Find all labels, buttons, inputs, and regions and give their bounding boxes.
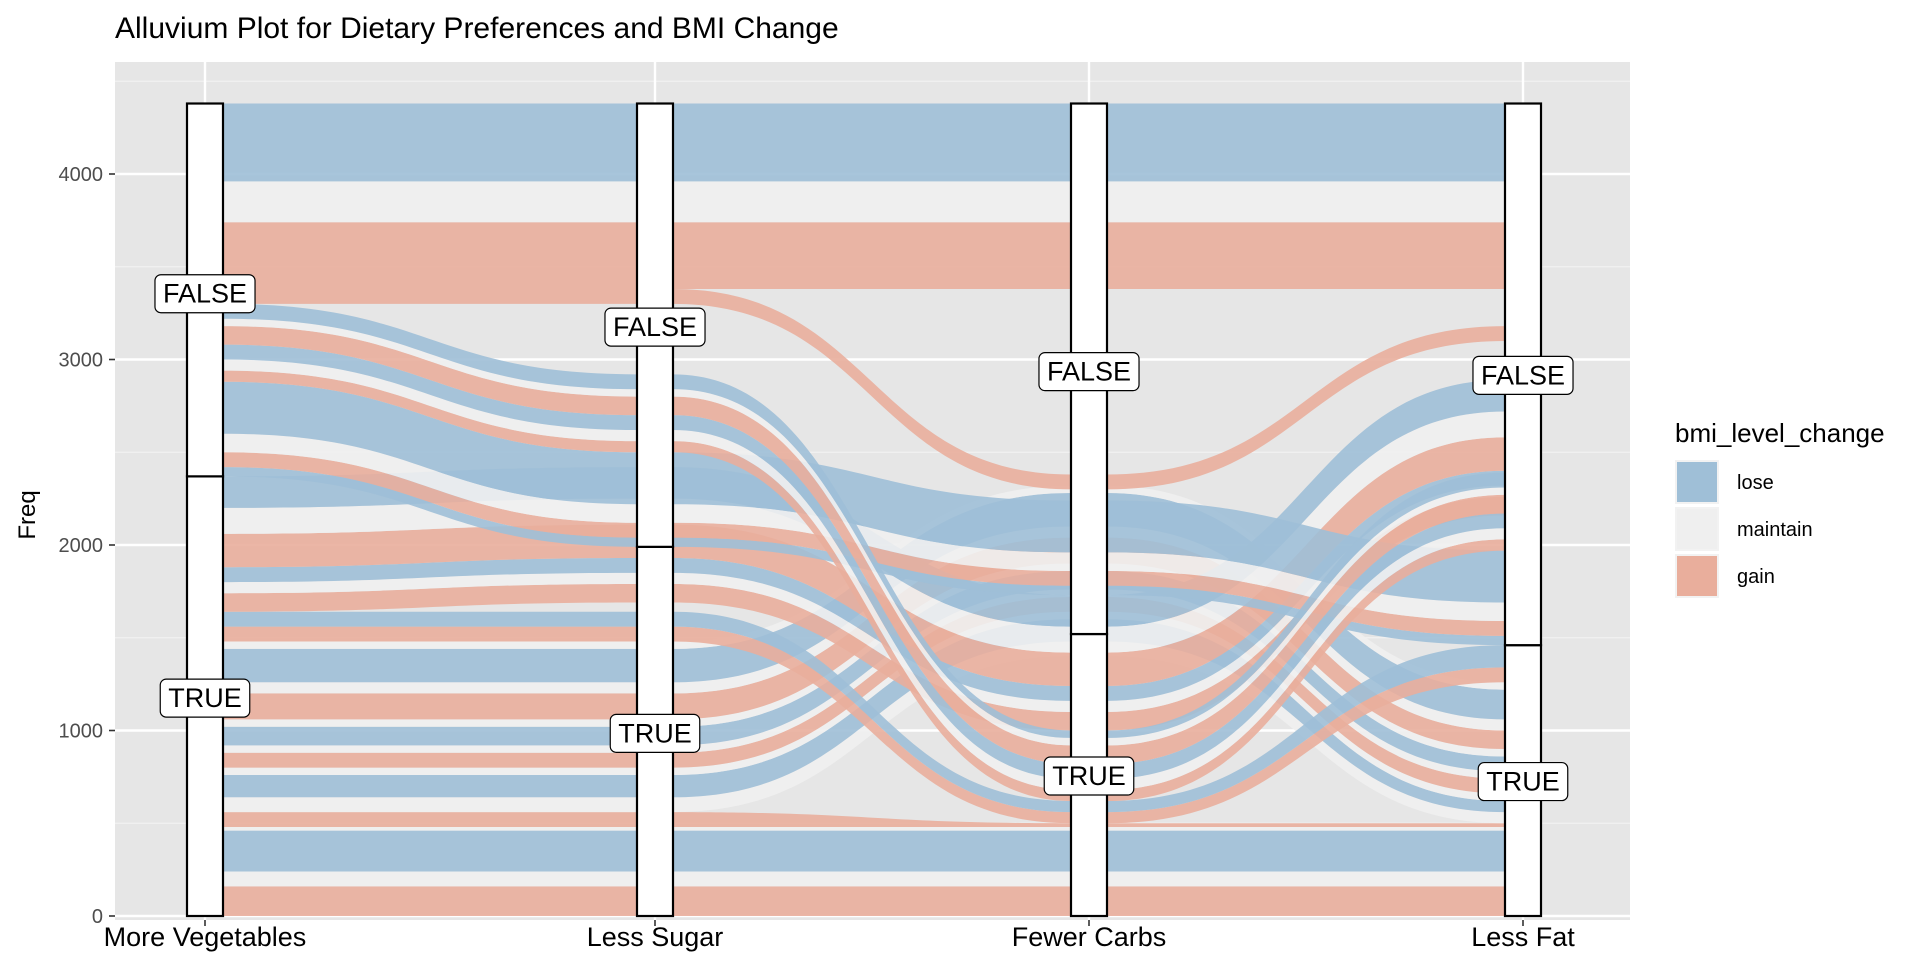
- x-tick-label: Less Sugar: [587, 922, 724, 952]
- flow-maintain: [187, 826, 1541, 831]
- stratum-label-box: [1472, 355, 1574, 395]
- y-tick-label: 3000: [59, 350, 104, 372]
- y-axis-title: Freq: [14, 490, 41, 539]
- stratum-label-text: FALSE: [613, 312, 697, 342]
- flow-gain: [187, 812, 1541, 827]
- stratum-label: FALSE: [1038, 352, 1140, 392]
- stratum-label-box: [604, 307, 706, 347]
- stratum-label-box: [1477, 761, 1569, 802]
- stratum-label-box: [609, 713, 701, 753]
- stratum-label-box: [159, 678, 251, 718]
- flow-gain: [187, 886, 1541, 916]
- legend-label-maintain: maintain: [1737, 519, 1813, 541]
- flow-lose: [187, 830, 1541, 872]
- x-tick-label: Less Fat: [1471, 922, 1575, 952]
- flow-lose: [187, 103, 1541, 182]
- y-axis: 0 1000 2000 3000 4000: [59, 164, 115, 928]
- stratum-label-box: [154, 274, 256, 314]
- flow-gain: [187, 596, 1541, 794]
- legend-swatch-lose: [1677, 462, 1717, 502]
- legend-label-lose: lose: [1737, 472, 1774, 494]
- y-tick-label: 4000: [59, 164, 104, 186]
- stratum-label: TRUE: [1043, 756, 1135, 796]
- legend: bmi_level_change lose maintain gain: [1675, 418, 1885, 598]
- flow-gain: [187, 626, 1541, 824]
- flow-maintain: [187, 871, 1541, 887]
- y-tick-label: 2000: [59, 535, 104, 557]
- flow-maintain: [187, 526, 1541, 731]
- stratum-label: FALSE: [154, 274, 256, 314]
- legend-swatch-gain: [1677, 556, 1717, 596]
- flow-lose: [187, 381, 1541, 603]
- y-tick-label: 0: [92, 906, 103, 928]
- stratum-label-text: FALSE: [163, 279, 247, 309]
- y-tick-label: 1000: [59, 721, 104, 743]
- flow-lose: [187, 379, 1541, 627]
- stratum-label: TRUE: [609, 713, 701, 753]
- x-axis: More Vegetables Less Sugar Fewer Carbs Less…: [104, 920, 1575, 952]
- flow-maintain: [187, 411, 1541, 653]
- alluvium-flows: [187, 103, 1541, 916]
- stratum-label-text: TRUE: [618, 718, 692, 748]
- stratum-label-text: TRUE: [1486, 767, 1560, 797]
- stratum-label: FALSE: [604, 307, 706, 347]
- flow-gain: [187, 452, 1541, 636]
- legend-swatch-maintain: [1677, 509, 1717, 549]
- flow-lose: [187, 570, 1541, 772]
- flow-gain: [187, 437, 1541, 686]
- flow-maintain: [187, 641, 1541, 824]
- stratum-label: TRUE: [159, 678, 251, 718]
- flow-maintain: [187, 433, 1541, 622]
- x-tick-label: More Vegetables: [104, 922, 307, 952]
- stratum-label-box: [1043, 756, 1135, 796]
- stratum-label-text: FALSE: [1481, 360, 1565, 390]
- flow-gain: [187, 222, 1541, 290]
- legend-label-gain: gain: [1737, 566, 1775, 588]
- stratum-label-text: TRUE: [168, 683, 242, 713]
- flow-lose: [187, 470, 1541, 701]
- x-tick-label: Fewer Carbs: [1012, 922, 1167, 952]
- chart-title: Alluvium Plot for Dietary Preferences an…: [115, 12, 839, 45]
- stratum-label-text: FALSE: [1047, 357, 1131, 387]
- stratum-label: TRUE: [1477, 761, 1569, 802]
- strata-boxes: TRUE FALSE TRUE FALSE TRUE FALSE TRUE FALSE: [154, 102, 1574, 918]
- legend-title: bmi_level_change: [1675, 418, 1885, 448]
- stratum-label-text: TRUE: [1052, 761, 1126, 791]
- flow-maintain: [187, 181, 1541, 223]
- stratum-label: FALSE: [1472, 355, 1574, 395]
- stratum-label-box: [1038, 352, 1140, 392]
